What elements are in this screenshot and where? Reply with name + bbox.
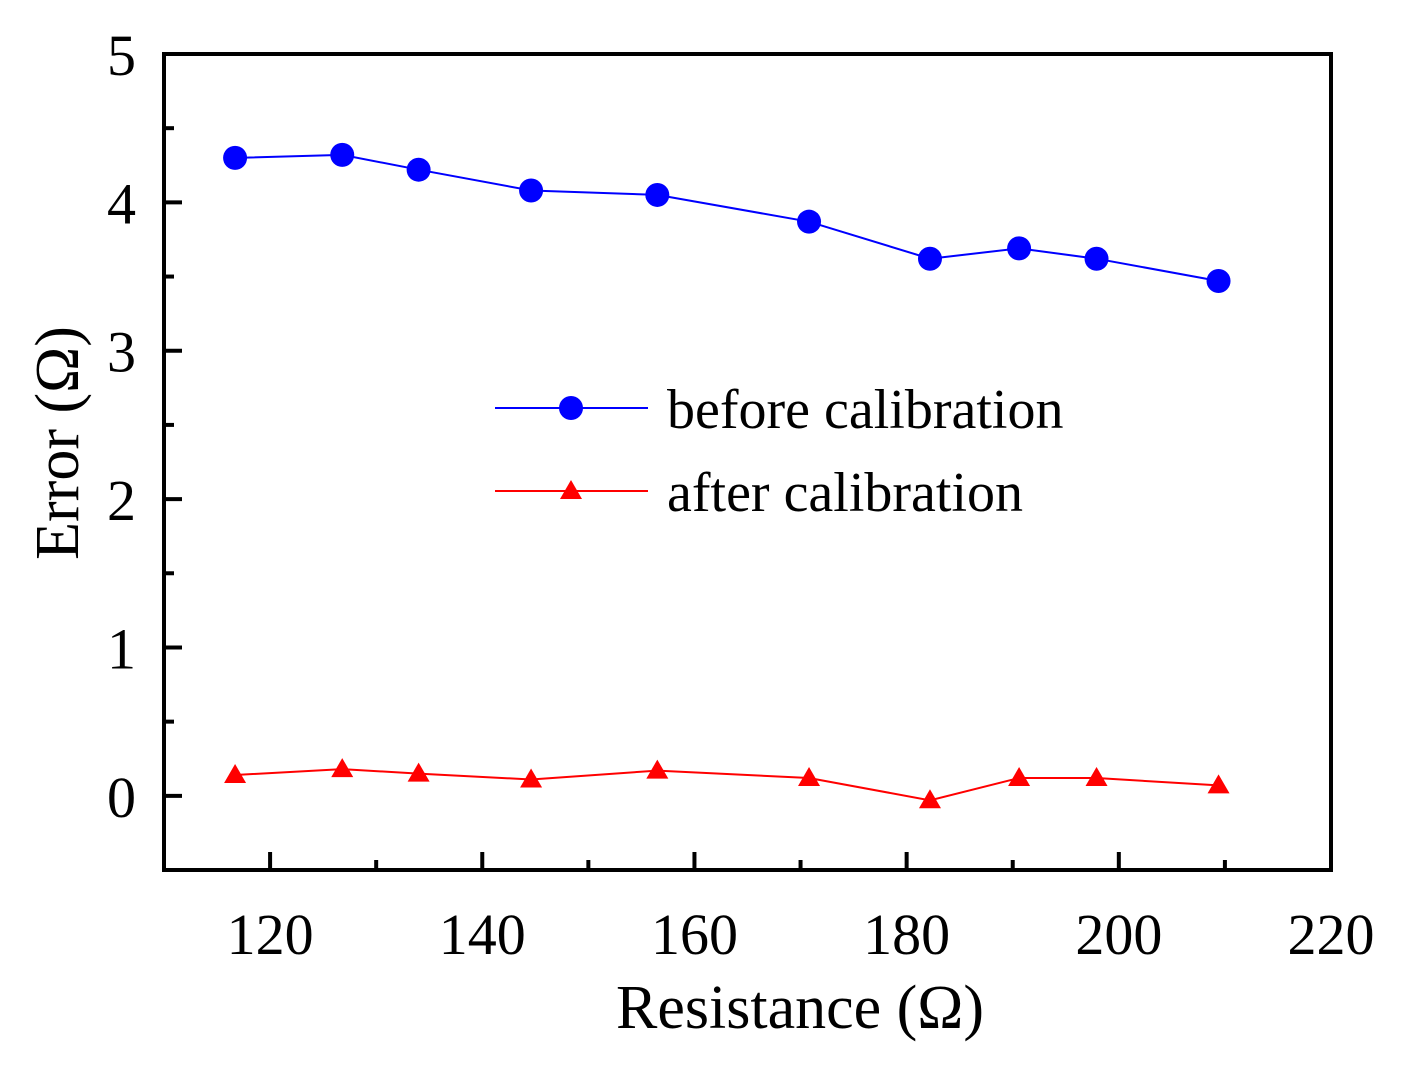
legend-marker-after [560, 480, 582, 499]
data-point-before [1084, 246, 1109, 271]
legend-label-before: before calibration [667, 379, 1063, 441]
y-axis-title: Error (Ω) [24, 326, 92, 560]
x-tick-label: 200 [1075, 902, 1162, 967]
series-line-after [235, 768, 1219, 802]
series-layer [223, 142, 1231, 809]
y-tick-label: 1 [107, 616, 136, 681]
series-line-before [235, 153, 1219, 282]
data-point-after [918, 789, 941, 809]
data-point-before [797, 209, 822, 234]
data-point-after [224, 764, 247, 784]
y-axis-ticks: 0 1 2 3 4 5 [107, 23, 182, 830]
data-point-after [1207, 774, 1230, 794]
x-tick-label: 120 [227, 902, 314, 967]
data-point-before [406, 157, 431, 182]
x-axis-title: Resistance (Ω) [616, 974, 984, 1042]
legend-marker-before [559, 396, 583, 420]
data-point-after [1085, 767, 1108, 787]
y-tick-label: 5 [107, 23, 136, 88]
x-tick-label: 160 [651, 902, 738, 967]
data-point-after [331, 758, 354, 778]
y-tick-label: 0 [107, 765, 136, 830]
x-tick-label: 180 [863, 902, 950, 967]
data-point-before [1007, 236, 1032, 261]
data-point-after [520, 768, 543, 788]
data-point-before [1206, 268, 1231, 293]
x-axis-ticks: 120 140 160 180 200 220 [227, 852, 1375, 967]
data-point-before [330, 142, 355, 167]
legend-label-after: after calibration [667, 462, 1023, 524]
y-tick-label: 4 [107, 171, 136, 236]
legend: before calibration after calibration [495, 379, 1063, 524]
plot-frame [162, 52, 1333, 872]
y-tick-label: 2 [107, 468, 136, 533]
data-point-after [646, 759, 669, 779]
data-point-before [223, 145, 248, 170]
y-tick-label: 3 [107, 320, 136, 385]
x-tick-label: 220 [1288, 902, 1375, 967]
data-point-before [519, 178, 544, 203]
data-point-after [407, 762, 430, 782]
x-tick-label: 140 [439, 902, 526, 967]
data-point-after [798, 767, 821, 787]
data-point-before [645, 182, 670, 207]
data-point-before [917, 246, 942, 271]
data-point-after [1008, 767, 1031, 787]
